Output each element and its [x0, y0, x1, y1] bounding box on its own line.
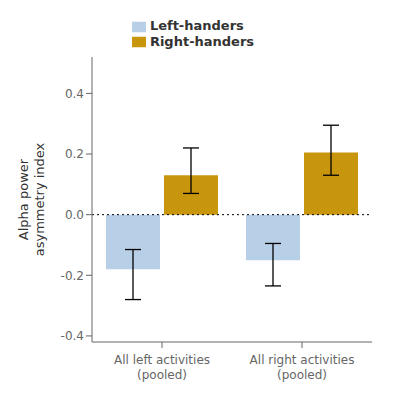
svg-text:Alpha powerasymmetry index: Alpha powerasymmetry index	[16, 142, 47, 256]
html-text:Left-handers: Left-handers	[149, 18, 244, 33]
svg-text:All right activities(pooled): All right activities(pooled)	[250, 353, 355, 382]
svg-text:-0.2: -0.2	[61, 269, 84, 283]
svg-text:0.0: 0.0	[65, 208, 84, 222]
html-text:Right-handers: Right-handers	[149, 33, 255, 49]
svg-text:0.2: 0.2	[65, 147, 84, 161]
svg-text:All left activities(pooled): All left activities(pooled)	[114, 353, 210, 382]
svg-text:-0.4: -0.4	[61, 329, 84, 343]
svg-text:0.4: 0.4	[65, 87, 84, 101]
